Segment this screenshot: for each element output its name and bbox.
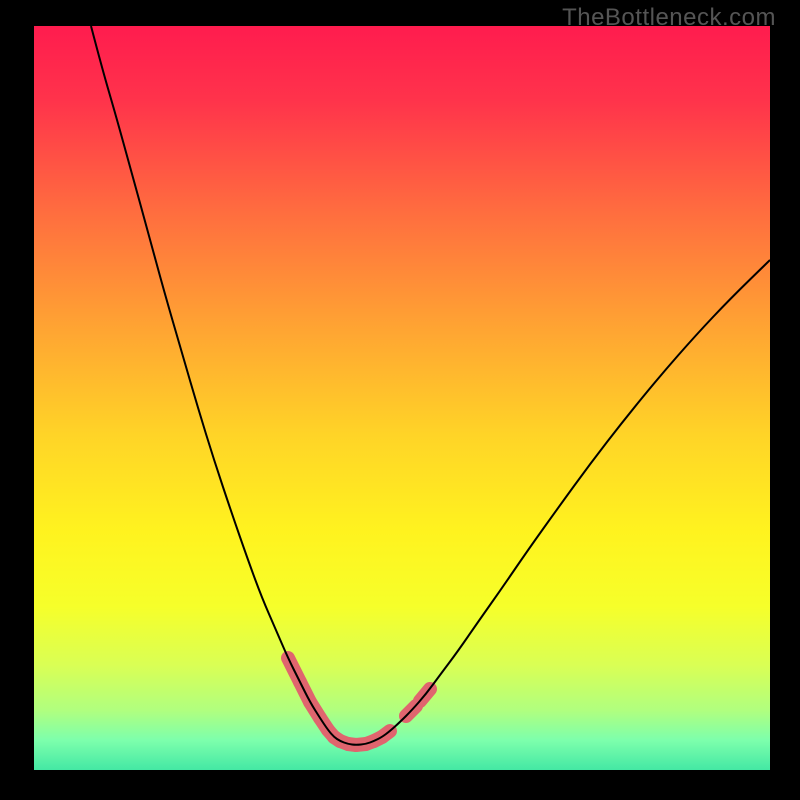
chart-svg — [34, 26, 770, 770]
watermark-text: TheBottleneck.com — [562, 4, 776, 32]
gradient-background — [34, 26, 770, 770]
chart-area — [34, 26, 770, 770]
